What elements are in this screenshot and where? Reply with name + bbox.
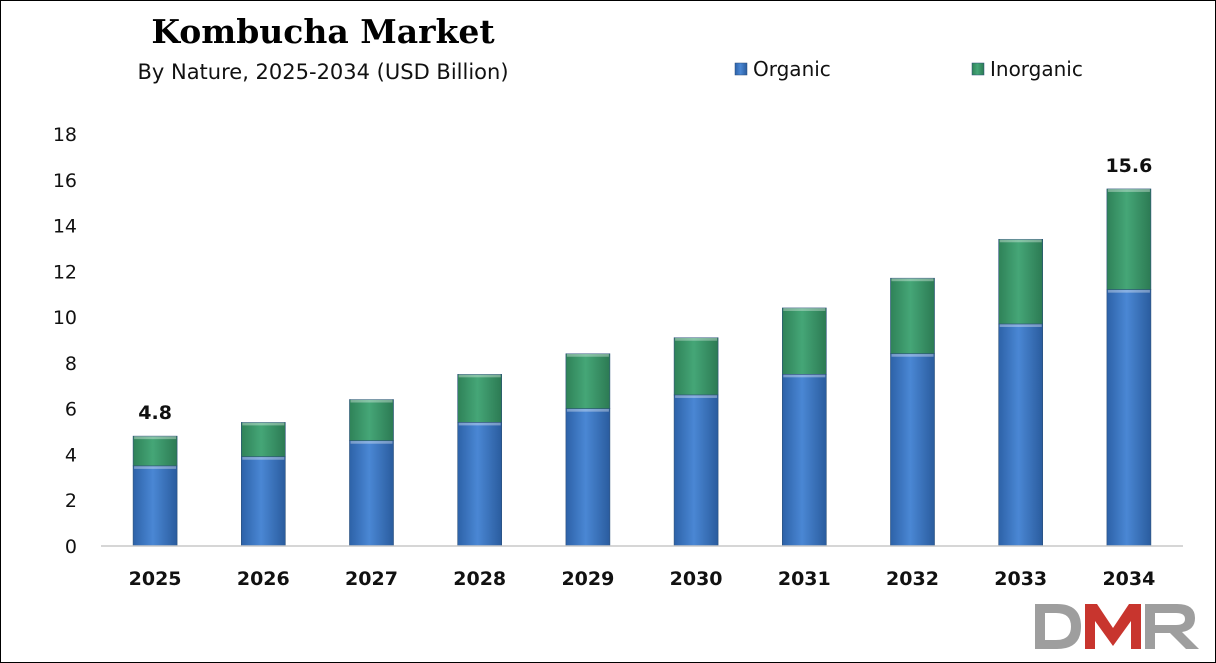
bar-inorganic-2027 (349, 399, 394, 442)
bar-organic-2030 (673, 394, 719, 547)
logo-letter-d (1035, 604, 1081, 649)
y-tick-label: 12 (53, 261, 77, 283)
bar-organic-2027 (349, 440, 394, 547)
y-tick-label: 4 (65, 444, 77, 466)
bar-inorganic-2031 (781, 307, 827, 375)
bar-inorganic-2026 (241, 422, 286, 458)
y-tick-label: 14 (53, 216, 77, 238)
bar-organic-2031 (781, 374, 827, 547)
bar-bevel-inorganic-2029 (566, 353, 609, 357)
x-axis: 2025 2026 2027 2028 2029 2030 2031 2032 2033 2034 (101, 545, 1183, 590)
data-label-2025: 4.8 (138, 402, 172, 424)
dmr-logo (1035, 604, 1199, 649)
bar-inorganic-2033 (998, 238, 1044, 325)
bar-inorganic-2034 (1106, 188, 1152, 290)
bar-bevel-inorganic-2031 (783, 307, 826, 311)
y-tick-label: 10 (53, 307, 77, 329)
legend-label-organic: Organic (753, 57, 831, 81)
bar-bevel-inorganic-2028 (458, 374, 501, 378)
x-tick-label: 2029 (561, 568, 614, 590)
bar-inorganic-2029 (565, 353, 611, 409)
bar-bevel-inorganic-2032 (891, 278, 934, 282)
bar-bevel-inorganic-2034 (1107, 188, 1150, 192)
logo-letter-m (1085, 604, 1141, 649)
bar-bevel-organic-2029 (566, 408, 609, 412)
bar-bevel-organic-2027 (350, 440, 393, 444)
chart-subtitle: By Nature, 2025-2034 (USD Billion) (137, 60, 508, 84)
bar-bevel-inorganic-2027 (350, 399, 393, 403)
bar-inorganic-2030 (673, 337, 719, 396)
bar-organic-2028 (457, 422, 503, 547)
bar-inorganic-2028 (457, 374, 503, 423)
bar-organic-2025 (132, 465, 178, 547)
x-tick-label: 2026 (237, 568, 290, 590)
bar-organic-2034 (1106, 289, 1152, 547)
bar-bevel-organic-2031 (783, 374, 826, 378)
x-tick-label: 2032 (886, 568, 939, 590)
data-label-2034: 15.6 (1105, 155, 1152, 177)
bar-bevel-inorganic-2030 (675, 337, 718, 341)
bar-organic-2026 (241, 456, 286, 547)
y-tick-label: 6 (65, 399, 77, 421)
bar-bevel-organic-2034 (1107, 289, 1150, 293)
bar-inorganic-2025 (132, 435, 178, 467)
bar-organic-2032 (890, 353, 935, 547)
y-axis: 0 2 4 6 8 10 12 14 16 18 (53, 124, 77, 558)
bar-bevel-organic-2033 (999, 323, 1042, 327)
bar-bevel-inorganic-2033 (999, 239, 1042, 243)
chart-title: Kombucha Market (151, 12, 495, 51)
legend-label-inorganic: Inorganic (990, 57, 1083, 81)
x-tick-label: 2025 (129, 568, 182, 590)
y-tick-label: 0 (65, 536, 77, 558)
bars (132, 188, 1152, 547)
x-tick-label: 2030 (670, 568, 723, 590)
bar-bevel-inorganic-2026 (242, 422, 285, 426)
x-tick-label: 2027 (345, 568, 398, 590)
y-tick-label: 16 (53, 170, 77, 192)
bar-inorganic-2032 (890, 277, 935, 355)
bar-bevel-organic-2025 (134, 465, 177, 469)
bar-bevel-organic-2026 (242, 456, 285, 460)
legend-swatch-inorganic (971, 62, 985, 76)
y-tick-label: 18 (53, 124, 77, 146)
bar-bevel-organic-2030 (675, 394, 718, 398)
y-tick-label: 8 (65, 353, 77, 375)
y-tick-label: 2 (65, 490, 77, 512)
bar-organic-2029 (565, 408, 611, 547)
bar-bevel-organic-2032 (891, 353, 934, 357)
x-tick-label: 2031 (778, 568, 831, 590)
legend-swatch-organic (734, 62, 748, 76)
bar-bevel-organic-2028 (458, 422, 501, 426)
legend: Organic Inorganic (734, 57, 1083, 81)
x-tick-label: 2033 (994, 568, 1047, 590)
bar-organic-2033 (998, 323, 1044, 547)
x-tick-label: 2034 (1102, 568, 1155, 590)
logo-letter-r (1145, 604, 1199, 649)
data-labels: 4.8 15.6 (138, 155, 1152, 424)
x-tick-label: 2028 (453, 568, 506, 590)
bar-bevel-inorganic-2025 (134, 436, 177, 440)
